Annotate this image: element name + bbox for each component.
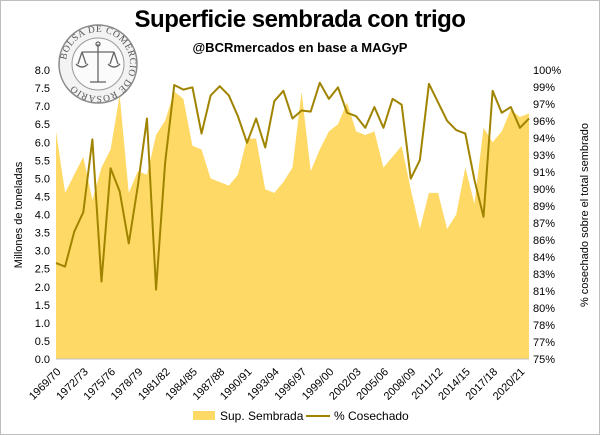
y2-tick-label: 87% <box>533 218 555 230</box>
y-tick-label: 2.5 <box>35 264 50 276</box>
scales-of-justice-icon <box>75 41 121 83</box>
logo: BOLSA DE COMERCIO DE ROSARIO <box>58 24 138 104</box>
y2-tick-label: 97% <box>533 99 555 111</box>
y-tick-label: 3.5 <box>35 228 50 240</box>
y-tick-label: 3.0 <box>35 246 50 258</box>
y-tick-label: 1.0 <box>35 318 50 330</box>
legend-label-cosechado: % Cosechado <box>334 409 409 423</box>
legend: Sup. Sembrada % Cosechado <box>193 409 409 423</box>
y2-tick-label: 94% <box>533 133 555 145</box>
plot-area <box>55 81 530 360</box>
y-tick-label: 4.5 <box>35 191 50 203</box>
y-tick-label: 5.0 <box>35 173 50 185</box>
y2-tick-label: 77% <box>533 337 555 349</box>
chart-title: Superficie sembrada con trigo <box>134 6 466 33</box>
y-tick-label: 2.0 <box>35 282 50 294</box>
y-tick-label: 0.0 <box>35 354 50 366</box>
y2-tick-label: 90% <box>533 184 555 196</box>
y2-tick-label: 99% <box>533 82 555 94</box>
y2-tick-label: 83% <box>533 269 555 281</box>
y-tick-label: 5.5 <box>35 155 50 167</box>
y2-tick-label: 100% <box>533 65 561 77</box>
y-tick-label: 0.5 <box>35 336 50 348</box>
y2-tick-label: 78% <box>533 320 555 332</box>
y2-tick-label: 86% <box>533 235 555 247</box>
y2-tick-label: 93% <box>533 150 555 162</box>
y2-axis-title: % cosechado sobre el total sembrado <box>579 123 591 307</box>
y-tick-label: 6.5 <box>35 119 50 131</box>
y2-tick-label: 75% <box>533 354 555 366</box>
y-tick-label: 6.0 <box>35 137 50 149</box>
y-axis-title: Millones de toneladas <box>13 161 25 268</box>
legend-swatch-sembrada <box>193 411 215 420</box>
series-line-cosechado <box>55 81 530 291</box>
y2-tick-label: 89% <box>533 201 555 213</box>
series-area-sup-sembrada <box>56 91 529 360</box>
y-tick-label: 1.5 <box>35 300 50 312</box>
y-tick-label: 7.0 <box>35 101 50 113</box>
chart-subtitle: @BCRmercados en base a MAGyP <box>192 40 408 55</box>
y-tick-label: 8.0 <box>35 65 50 77</box>
y2-tick-label: 84% <box>533 252 555 264</box>
y-tick-label: 7.5 <box>35 83 50 95</box>
y-tick-label: 4.0 <box>35 210 50 222</box>
legend-label-sembrada: Sup. Sembrada <box>220 409 304 423</box>
y2-tick-label: 81% <box>533 286 555 298</box>
y2-tick-label: 91% <box>533 167 555 179</box>
y2-tick-label: 96% <box>533 116 555 128</box>
y2-tick-label: 80% <box>533 303 555 315</box>
